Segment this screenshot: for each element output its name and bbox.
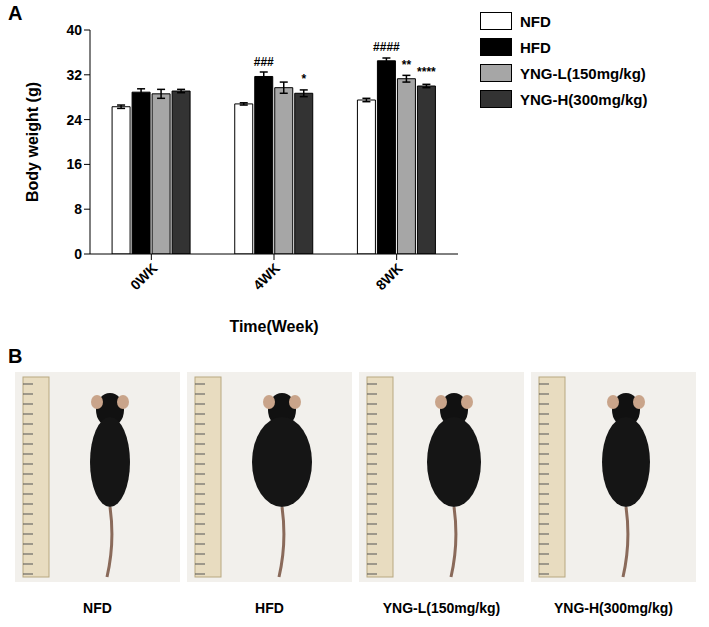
svg-text:####: ####	[373, 40, 400, 54]
svg-text:4WK: 4WK	[250, 260, 283, 293]
svg-text:8WK: 8WK	[372, 260, 405, 293]
svg-text:**: **	[402, 58, 412, 72]
svg-text:8: 8	[74, 201, 82, 217]
svg-text:Body weight (g): Body weight (g)	[24, 82, 41, 202]
html-text:YNG-H(300mg/kg): YNG-H(300mg/kg)	[554, 600, 673, 616]
svg-text:16: 16	[66, 156, 82, 172]
svg-text:Time(Week): Time(Week)	[229, 318, 318, 335]
html-text:NFD: NFD	[83, 600, 112, 616]
html-text:YNG-H(300mg/kg): YNG-H(300mg/kg)	[520, 90, 648, 108]
html-text:A: A	[8, 2, 23, 24]
html-text:HFD: HFD	[520, 38, 551, 56]
html-text:YNG-L(150mg/kg): YNG-L(150mg/kg)	[520, 64, 646, 82]
svg-text:*: *	[301, 72, 306, 86]
html-text:HFD: HFD	[255, 600, 284, 616]
html-text:B: B	[8, 345, 23, 367]
svg-text:24: 24	[66, 112, 82, 128]
svg-text:32: 32	[66, 67, 82, 83]
html-text:YNG-L(150mg/kg): YNG-L(150mg/kg)	[382, 600, 501, 616]
svg-text:0: 0	[74, 246, 82, 262]
svg-text:****: ****	[417, 65, 436, 79]
svg-text:0WK: 0WK	[127, 260, 160, 293]
html-text:NFD: NFD	[520, 12, 551, 30]
svg-text:40: 40	[66, 22, 82, 38]
svg-text:###: ###	[254, 55, 274, 69]
